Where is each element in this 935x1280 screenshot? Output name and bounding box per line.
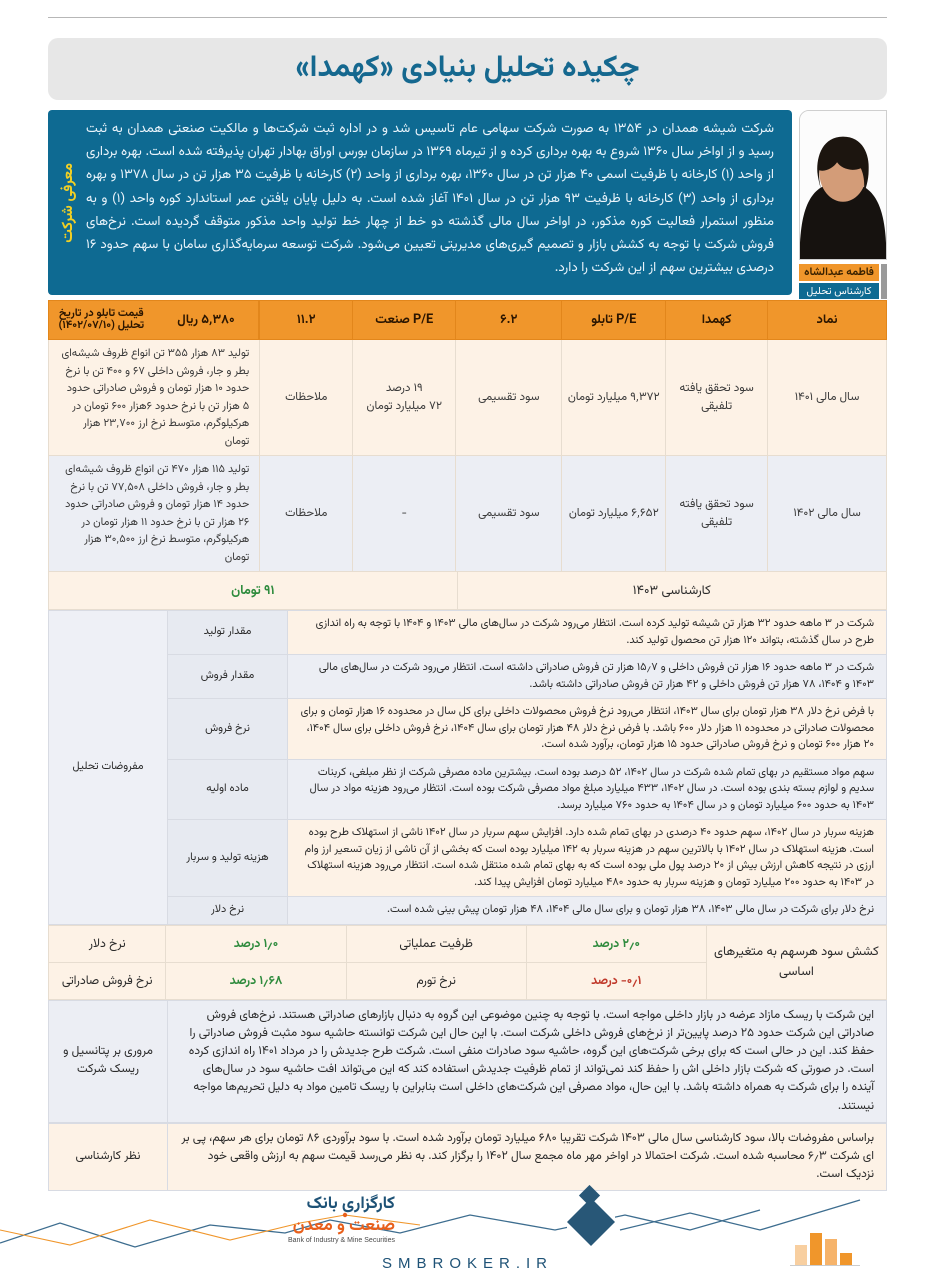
svg-text:Bank of Industry & Mine Securi: Bank of Industry & Mine Securities: [288, 1237, 395, 1244]
svg-text:SMBROKER.IR: SMBROKER.IR: [382, 1255, 553, 1272]
